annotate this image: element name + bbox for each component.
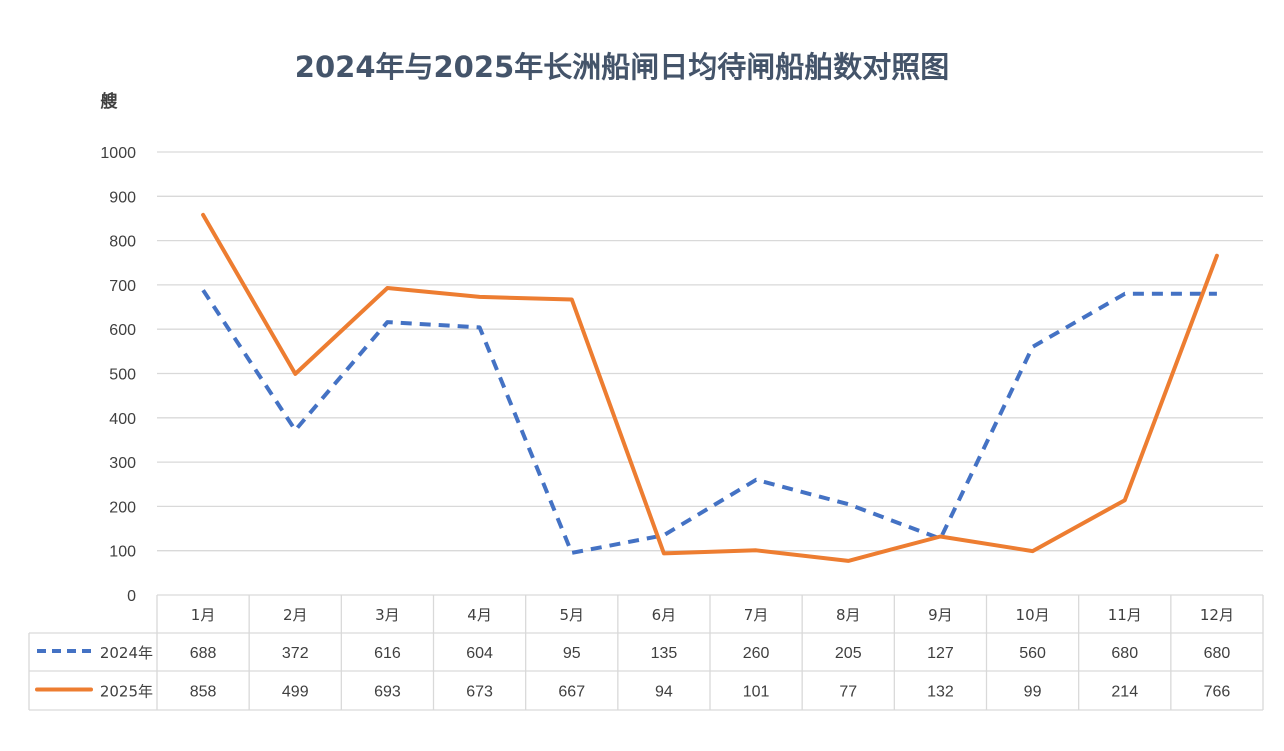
legend-label: 2024年 — [100, 644, 153, 662]
x-tick-label: 1月 — [191, 606, 216, 624]
table-value-cell: 693 — [374, 684, 401, 701]
table-value-cell: 94 — [655, 684, 673, 701]
table-value-cell: 99 — [1024, 684, 1042, 701]
chart-title: 2024年与2025年长洲船闸日均待闸船舶数对照图 — [295, 50, 949, 84]
table-value-cell: 604 — [466, 645, 493, 662]
x-tick-label: 3月 — [375, 606, 400, 624]
y-axis-ticks: 0 100 200 300 400 500 600 700 800 900 1000 — [100, 145, 136, 605]
series-lines — [201, 212, 1219, 563]
x-tick-label: 5月 — [559, 606, 584, 624]
y-tick-label: 700 — [109, 278, 136, 295]
series-line-2 — [201, 212, 1219, 563]
y-tick-label: 400 — [109, 411, 136, 428]
gridlines — [157, 151, 1263, 596]
table-value-cell: 95 — [563, 645, 581, 662]
x-tick-label: 12月 — [1200, 606, 1234, 624]
x-tick-label: 9月 — [928, 606, 953, 624]
x-tick-label: 2月 — [283, 606, 308, 624]
y-tick-label: 1000 — [100, 145, 136, 162]
x-tick-label: 11月 — [1108, 606, 1142, 624]
y-tick-label: 600 — [109, 322, 136, 339]
table-value-cell: 858 — [190, 684, 217, 701]
y-tick-label: 500 — [109, 367, 136, 384]
x-tick-label: 10月 — [1016, 606, 1050, 624]
table-value-cell: 77 — [839, 684, 857, 701]
table-value-cell: 135 — [651, 645, 678, 662]
table-value-cell: 673 — [466, 684, 493, 701]
table-value-cell: 132 — [927, 684, 954, 701]
table-value-cell: 688 — [190, 645, 217, 662]
table-value-cell: 372 — [282, 645, 309, 662]
table-value-cell: 260 — [743, 645, 770, 662]
table-value-cell: 560 — [1019, 645, 1046, 662]
table-value-cell: 127 — [927, 645, 954, 662]
y-tick-label: 200 — [109, 499, 136, 516]
y-tick-label: 100 — [109, 544, 136, 561]
x-tick-label: 6月 — [652, 606, 677, 624]
x-tick-label: 7月 — [744, 606, 769, 624]
table-value-cell: 667 — [558, 684, 585, 701]
table-value-cell: 214 — [1111, 684, 1138, 701]
x-tick-label: 8月 — [836, 606, 861, 624]
table-value-cell: 499 — [282, 684, 309, 701]
y-tick-label: 800 — [109, 234, 136, 251]
table-value-cell: 680 — [1204, 645, 1231, 662]
y-tick-label: 900 — [109, 189, 136, 206]
table-value-cell: 616 — [374, 645, 401, 662]
y-tick-label: 300 — [109, 455, 136, 472]
table-value-cell: 680 — [1111, 645, 1138, 662]
y-tick-label: 0 — [127, 588, 136, 605]
table-value-cell: 766 — [1204, 684, 1231, 701]
legend-label: 2025年 — [100, 683, 153, 701]
table-value-cell: 205 — [835, 645, 862, 662]
y-axis-unit-label: 艘 — [101, 91, 119, 112]
x-tick-label: 4月 — [467, 606, 492, 624]
data-table: 1月 2月 3月 4月 5月 6月 7月 8月 9月 10月 11月 12月 2024年 688 372 61… — [28, 595, 1264, 711]
table-value-cell: 101 — [743, 684, 770, 701]
series-line-1 — [201, 289, 1217, 555]
